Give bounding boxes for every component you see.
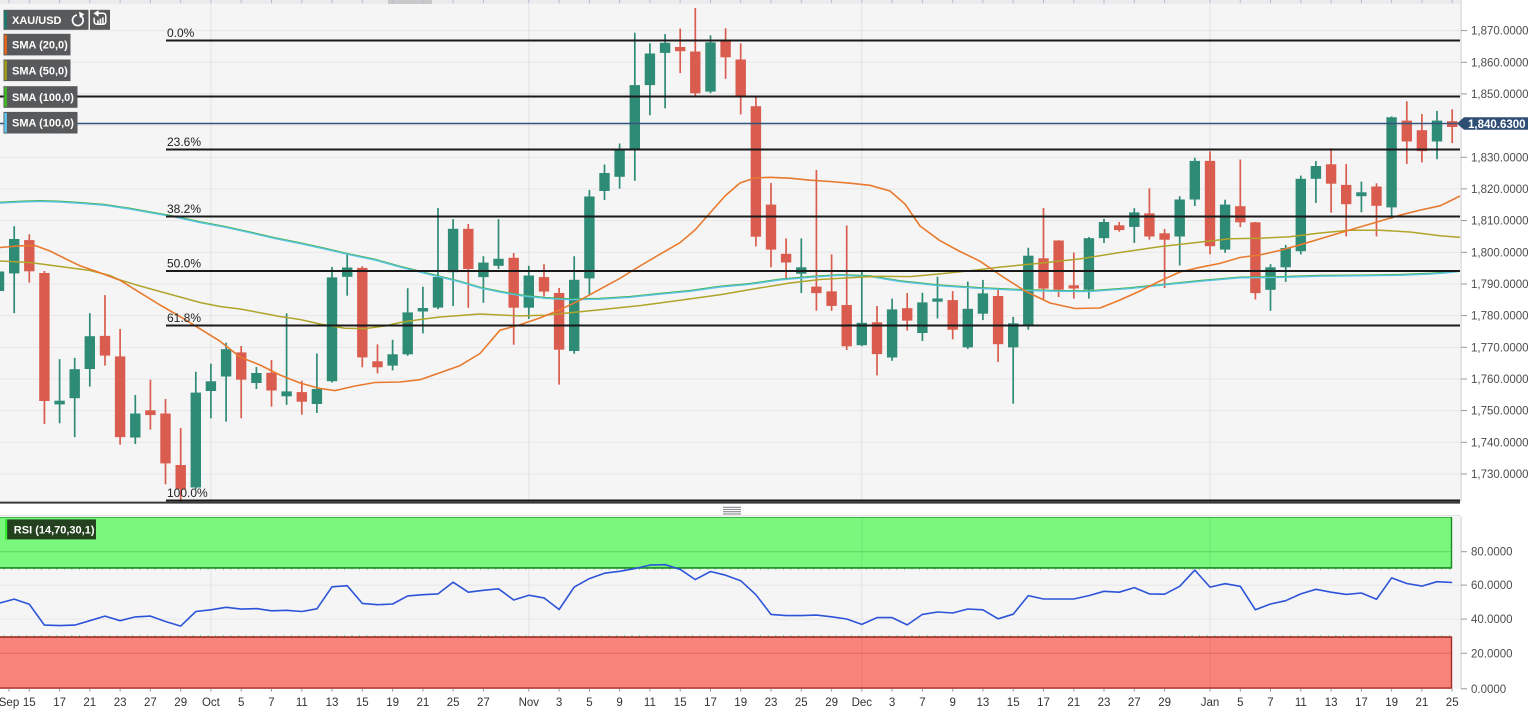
svg-text:38.2%: 38.2%	[167, 202, 201, 216]
svg-text:21: 21	[1067, 697, 1080, 709]
svg-text:7: 7	[1267, 697, 1273, 709]
svg-text:80.0000: 80.0000	[1471, 547, 1513, 559]
svg-text:19: 19	[386, 697, 399, 709]
svg-text:11: 11	[296, 697, 308, 709]
svg-text:13: 13	[326, 697, 339, 709]
svg-text:20.0000: 20.0000	[1471, 648, 1513, 660]
svg-text:13: 13	[977, 697, 990, 709]
svg-text:25: 25	[795, 697, 808, 709]
svg-text:5: 5	[238, 697, 244, 709]
svg-text:1,870.0000: 1,870.0000	[1471, 26, 1529, 38]
svg-text:23: 23	[114, 697, 127, 709]
svg-text:1,790.0000: 1,790.0000	[1471, 279, 1529, 291]
svg-text:21: 21	[417, 697, 430, 709]
svg-text:29: 29	[1158, 697, 1171, 709]
svg-text:11: 11	[644, 697, 656, 709]
svg-text:29: 29	[174, 697, 187, 709]
svg-text:1,850.0000: 1,850.0000	[1471, 89, 1529, 101]
svg-text:1,760.0000: 1,760.0000	[1471, 374, 1529, 386]
svg-text:9: 9	[616, 697, 622, 709]
svg-text:Nov: Nov	[519, 697, 540, 709]
svg-text:50.0%: 50.0%	[167, 257, 201, 271]
svg-text:1,730.0000: 1,730.0000	[1471, 469, 1529, 481]
svg-text:23: 23	[765, 697, 778, 709]
svg-text:SMA (20,0): SMA (20,0)	[12, 40, 68, 52]
svg-text:SMA (100,0): SMA (100,0)	[12, 92, 74, 104]
svg-text:23.6%: 23.6%	[167, 135, 201, 149]
svg-text:21: 21	[1416, 697, 1429, 709]
svg-text:23: 23	[1098, 697, 1111, 709]
svg-text:1,840.6300: 1,840.6300	[1468, 119, 1526, 131]
svg-text:3: 3	[889, 697, 895, 709]
svg-text:29: 29	[825, 697, 838, 709]
svg-text:27: 27	[144, 697, 157, 709]
svg-text:RSI (14,70,30,1): RSI (14,70,30,1)	[14, 524, 95, 536]
svg-text:25: 25	[1446, 697, 1459, 709]
svg-text:17: 17	[1355, 697, 1368, 709]
svg-text:15: 15	[23, 697, 36, 709]
svg-text:1,800.0000: 1,800.0000	[1471, 247, 1529, 259]
svg-text:Sep: Sep	[0, 697, 19, 709]
svg-text:1,810.0000: 1,810.0000	[1471, 216, 1529, 228]
svg-text:13: 13	[1325, 697, 1338, 709]
svg-text:15: 15	[674, 697, 687, 709]
svg-text:60.0000: 60.0000	[1471, 580, 1513, 592]
svg-text:Jan: Jan	[1201, 697, 1220, 709]
svg-text:17: 17	[704, 697, 717, 709]
svg-text:15: 15	[1007, 697, 1020, 709]
svg-text:1,770.0000: 1,770.0000	[1471, 342, 1529, 354]
svg-text:9: 9	[949, 697, 955, 709]
svg-text:11: 11	[1295, 697, 1307, 709]
svg-text:Oct: Oct	[202, 697, 221, 709]
svg-text:27: 27	[1128, 697, 1141, 709]
svg-text:27: 27	[477, 697, 490, 709]
svg-text:17: 17	[53, 697, 66, 709]
svg-text:7: 7	[268, 697, 274, 709]
svg-text:0.0000: 0.0000	[1471, 684, 1506, 696]
svg-text:7: 7	[919, 697, 925, 709]
svg-text:21: 21	[83, 697, 96, 709]
svg-text:61.8%: 61.8%	[167, 311, 201, 325]
svg-text:17: 17	[1037, 697, 1050, 709]
svg-text:100.0%: 100.0%	[167, 486, 208, 500]
svg-text:1,750.0000: 1,750.0000	[1471, 406, 1529, 418]
svg-text:0.0%: 0.0%	[167, 26, 195, 40]
svg-text:40.0000: 40.0000	[1471, 614, 1513, 626]
svg-text:SMA (100,0): SMA (100,0)	[12, 118, 74, 130]
svg-text:1,740.0000: 1,740.0000	[1471, 437, 1529, 449]
svg-text:1,830.0000: 1,830.0000	[1471, 152, 1529, 164]
svg-text:25: 25	[447, 697, 460, 709]
svg-text:19: 19	[734, 697, 747, 709]
svg-text:1,820.0000: 1,820.0000	[1471, 184, 1529, 196]
svg-text:1,860.0000: 1,860.0000	[1471, 57, 1529, 69]
svg-text:XAU/USD: XAU/USD	[12, 15, 62, 27]
svg-text:5: 5	[586, 697, 592, 709]
svg-text:SMA (50,0): SMA (50,0)	[12, 65, 68, 77]
svg-text:15: 15	[356, 697, 369, 709]
svg-text:1,780.0000: 1,780.0000	[1471, 311, 1529, 323]
svg-text:Dec: Dec	[852, 697, 873, 709]
svg-text:19: 19	[1385, 697, 1398, 709]
svg-text:5: 5	[1237, 697, 1243, 709]
svg-text:3: 3	[556, 697, 562, 709]
